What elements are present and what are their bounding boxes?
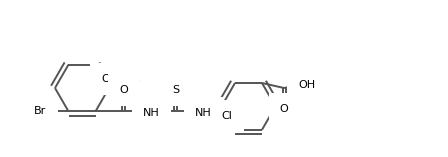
Text: O: O: [119, 85, 128, 95]
Text: NH: NH: [195, 108, 212, 118]
Text: OH: OH: [298, 80, 315, 90]
Text: NH: NH: [143, 108, 160, 118]
Text: O: O: [101, 74, 110, 84]
Text: CH₃: CH₃: [120, 74, 140, 84]
Text: O: O: [280, 104, 289, 114]
Text: Cl: Cl: [222, 111, 233, 121]
Text: S: S: [172, 85, 179, 95]
Text: Br: Br: [34, 106, 47, 116]
